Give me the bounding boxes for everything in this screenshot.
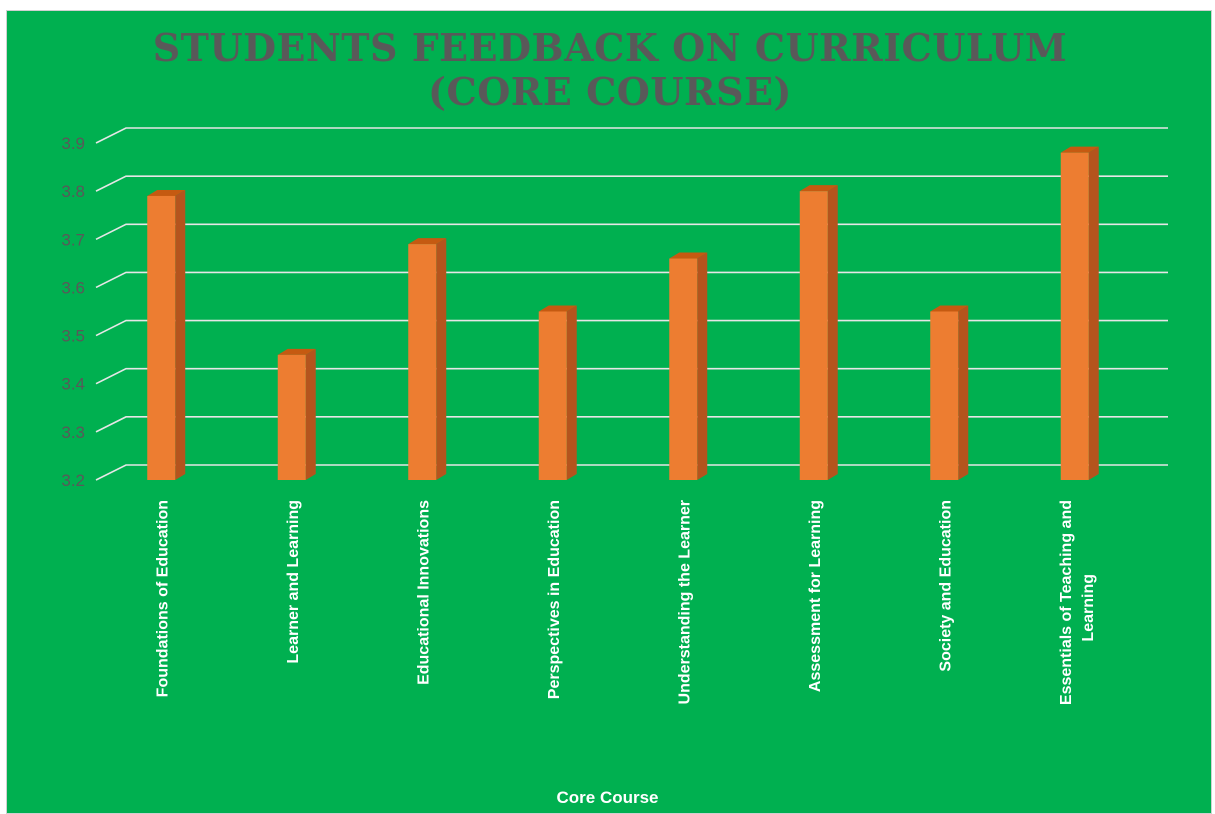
gridline bbox=[95, 223, 1168, 241]
y-tick-label: 3.6 bbox=[61, 278, 85, 297]
bar bbox=[408, 244, 437, 480]
x-axis-title: Core Course bbox=[556, 788, 659, 807]
bar-side bbox=[827, 185, 838, 480]
x-tick-label: Assessment for Learning bbox=[807, 500, 824, 692]
bar bbox=[147, 195, 176, 480]
bar-side bbox=[566, 305, 577, 480]
gridline bbox=[95, 127, 1168, 144]
x-tick-label: Foundations of Education bbox=[154, 500, 171, 697]
y-tick-label: 3.8 bbox=[61, 182, 85, 201]
y-tick-label: 3.7 bbox=[61, 230, 85, 249]
bar bbox=[538, 311, 567, 480]
bar-top bbox=[1060, 146, 1099, 153]
bar-side bbox=[305, 348, 316, 480]
bar-top bbox=[147, 189, 186, 196]
bar-top bbox=[930, 305, 969, 312]
y-tick-label: 3.5 bbox=[61, 327, 85, 346]
bar bbox=[277, 354, 306, 480]
x-tick-label: Perspectives in Education bbox=[546, 500, 563, 699]
chart-title: STUDENTS FEEDBACK ON CURRICULUM (CORE CO… bbox=[152, 25, 1068, 114]
x-tick-label: Understanding the Learner bbox=[676, 500, 693, 704]
gridline bbox=[95, 464, 1168, 481]
bar bbox=[799, 191, 828, 480]
bar-side bbox=[175, 189, 186, 480]
y-tick-label: 3.3 bbox=[61, 423, 85, 442]
y-tick-label: 3.9 bbox=[61, 134, 85, 153]
bar bbox=[930, 311, 959, 480]
gridline bbox=[95, 319, 1168, 337]
y-tick-label: 3.2 bbox=[61, 471, 85, 490]
x-tick-label: Essentials of Teaching and Learning bbox=[1058, 500, 1097, 705]
y-tick-label: 3.4 bbox=[61, 375, 85, 394]
bar bbox=[669, 258, 698, 480]
bar-top bbox=[277, 348, 316, 355]
bar-top bbox=[538, 305, 577, 312]
chart-area bbox=[6, 10, 1212, 814]
x-tick-label: Learner and Learning bbox=[285, 500, 302, 664]
gridline bbox=[95, 271, 1168, 289]
bar-side bbox=[958, 305, 969, 480]
gridline bbox=[95, 175, 1168, 192]
bar-top bbox=[799, 185, 838, 192]
x-tick-label: Society and Education bbox=[937, 500, 954, 672]
bar-side bbox=[436, 238, 447, 480]
bar-side bbox=[1088, 146, 1099, 480]
bar bbox=[1060, 152, 1089, 480]
gridline bbox=[95, 367, 1168, 385]
bar-top bbox=[669, 252, 708, 259]
bar-side bbox=[697, 252, 708, 480]
bar-top bbox=[408, 238, 447, 245]
x-tick-label: Educational Innovations bbox=[415, 500, 432, 685]
gridline bbox=[95, 416, 1168, 433]
